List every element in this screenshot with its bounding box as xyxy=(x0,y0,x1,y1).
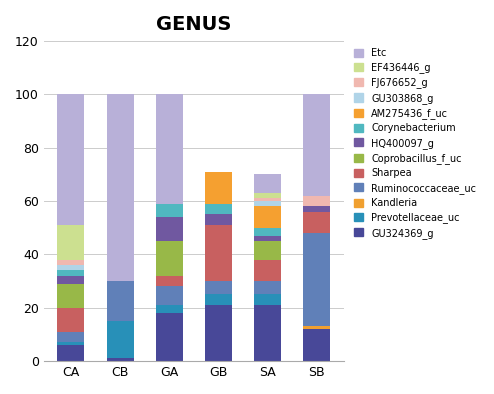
Bar xyxy=(205,281,232,294)
Bar xyxy=(107,321,133,359)
Bar xyxy=(57,225,84,260)
Title: GENUS: GENUS xyxy=(156,15,232,34)
Bar xyxy=(254,206,281,228)
Bar xyxy=(57,342,84,345)
Bar xyxy=(57,265,84,270)
Bar xyxy=(57,260,84,265)
Bar xyxy=(57,345,84,361)
Bar xyxy=(303,329,330,361)
Bar xyxy=(254,305,281,361)
Bar xyxy=(303,95,330,196)
Bar xyxy=(205,294,232,305)
Bar xyxy=(205,225,232,281)
Bar xyxy=(107,95,133,281)
Bar xyxy=(107,359,133,361)
Bar xyxy=(254,294,281,305)
Bar xyxy=(254,201,281,206)
Bar xyxy=(205,204,232,214)
Bar xyxy=(254,175,281,193)
Bar xyxy=(205,172,232,204)
Bar xyxy=(254,199,281,201)
Bar xyxy=(156,313,183,361)
Bar xyxy=(156,217,183,241)
Bar xyxy=(303,233,330,327)
Bar xyxy=(107,281,133,321)
Bar xyxy=(254,260,281,281)
Bar xyxy=(156,305,183,313)
Bar xyxy=(205,214,232,225)
Bar xyxy=(57,95,84,225)
Bar xyxy=(57,270,84,276)
Bar xyxy=(303,327,330,329)
Bar xyxy=(156,286,183,305)
Bar xyxy=(57,308,84,332)
Bar xyxy=(156,204,183,217)
Bar xyxy=(156,95,183,204)
Bar xyxy=(303,206,330,212)
Legend: Etc, EF436446_g, FJ676652_g, GU303868_g, AM275436_f_uc, Corynebacterium, HQ40009: Etc, EF436446_g, FJ676652_g, GU303868_g,… xyxy=(352,46,478,240)
Bar xyxy=(254,281,281,294)
Bar xyxy=(254,241,281,260)
Bar xyxy=(254,236,281,241)
Bar xyxy=(57,284,84,308)
Bar xyxy=(57,332,84,342)
Bar xyxy=(205,305,232,361)
Bar xyxy=(254,228,281,236)
Bar xyxy=(156,276,183,286)
Bar xyxy=(303,212,330,233)
Bar xyxy=(303,196,330,206)
Bar xyxy=(254,193,281,199)
Bar xyxy=(57,276,84,284)
Bar xyxy=(156,241,183,276)
